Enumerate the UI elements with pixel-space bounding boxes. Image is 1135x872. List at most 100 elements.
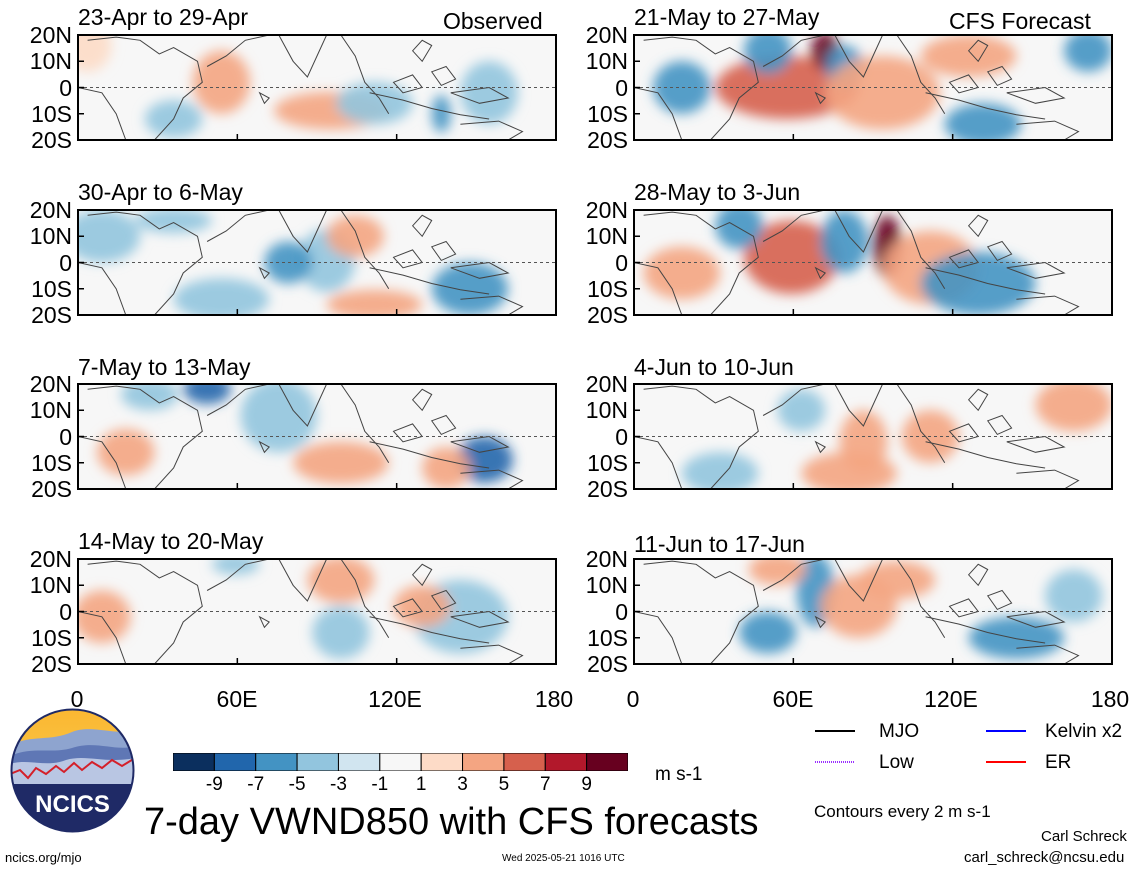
anomaly-blob	[312, 606, 370, 659]
coastline	[1006, 261, 1066, 279]
coastline	[834, 559, 884, 602]
coastline	[1006, 435, 1066, 453]
anomaly-blob	[326, 215, 384, 258]
anomaly-blob	[858, 561, 936, 599]
anomaly-blob	[293, 441, 389, 484]
lat-label: 0	[615, 598, 628, 625]
anomaly-blob	[78, 210, 141, 263]
colorbar-swatch	[503, 753, 546, 771]
lat-label: 10N	[585, 223, 628, 250]
coastline	[896, 35, 946, 115]
anomaly-blob	[1035, 384, 1112, 432]
coastline	[258, 266, 270, 280]
anomaly-blob	[920, 35, 1017, 77]
author: Carl Schreck	[1041, 828, 1127, 845]
coastline	[1006, 86, 1066, 104]
coastline	[278, 35, 328, 78]
legend-swatch-low	[815, 761, 855, 763]
wind-anomaly-field	[78, 210, 524, 315]
coastline	[206, 35, 270, 67]
panel-title-fc-2: 28-May to 3-Jun	[634, 179, 801, 205]
coastline	[1016, 644, 1080, 664]
coastline	[258, 91, 270, 105]
observed-map-4	[77, 558, 557, 665]
lat-label: 10S	[587, 449, 628, 476]
coastline	[814, 266, 826, 280]
coastline	[986, 65, 1013, 87]
lat-label: 10S	[31, 449, 72, 476]
coastline	[967, 39, 989, 63]
legend-swatch-er	[986, 761, 1026, 763]
lat-label: 20N	[29, 22, 72, 48]
lon-label-60e-left: 60E	[216, 686, 258, 712]
anomaly-blob	[748, 559, 807, 586]
units-label: m s-1	[655, 764, 703, 785]
lon-label-60e-right: 60E	[772, 686, 814, 712]
anomaly-blob	[1045, 569, 1103, 622]
panel-title-fc-3: 4-Jun to 10-Jun	[634, 354, 794, 380]
colorbar-swatch	[337, 753, 381, 771]
coastline	[1006, 610, 1066, 628]
coastline	[460, 469, 524, 489]
colorbar-swatch	[462, 753, 505, 771]
legend-swatch-mjo	[815, 730, 855, 732]
coastline	[430, 240, 457, 262]
panel-title-obs-1: 23-Apr to 29-Apr	[78, 4, 249, 30]
anomaly-blob	[653, 61, 711, 114]
colorbar-tick-label: 1	[415, 774, 427, 795]
lat-label: 10N	[585, 48, 628, 75]
legend-label-mjo: MJO	[879, 721, 920, 742]
observed-map-1	[77, 34, 557, 141]
panel-title-obs-3: 7-May to 13-May	[78, 354, 251, 380]
lat-label: 20S	[31, 302, 72, 328]
colorbar-tick-label: -5	[288, 774, 306, 795]
anomaly-blob	[777, 389, 826, 432]
colorbar-tick-label: 9	[581, 774, 592, 795]
anomaly-blob	[211, 559, 260, 575]
colorbar-tick-label: -9	[205, 774, 223, 795]
lat-label: 20N	[585, 546, 628, 572]
anomaly-blob	[681, 452, 759, 489]
coastline	[258, 440, 270, 454]
forecast-map-3	[633, 383, 1113, 490]
coastline	[460, 120, 524, 140]
coastline	[369, 441, 490, 469]
anomaly-blob	[743, 35, 792, 74]
anomaly-blob	[240, 384, 317, 453]
coastline	[369, 267, 490, 295]
coastline	[967, 214, 989, 238]
coastline	[87, 560, 203, 664]
anomaly-blob	[336, 82, 413, 125]
wind-anomaly-field	[78, 35, 524, 140]
anomaly-blob	[1064, 35, 1112, 72]
lat-label: 20N	[585, 22, 628, 48]
colorbar-tick-label: 7	[539, 774, 551, 795]
anomaly-blob	[78, 35, 112, 72]
colorbar	[173, 753, 628, 771]
coastline	[87, 211, 203, 315]
colorbar-tick-label: 3	[457, 774, 468, 795]
anomaly-blob	[944, 103, 1022, 140]
legend-label-er: ER	[1045, 752, 1072, 773]
colorbar-swatch	[544, 753, 588, 771]
coastline	[430, 65, 457, 87]
coastline	[1016, 469, 1080, 489]
coastline	[369, 92, 490, 120]
lat-label: 0	[59, 249, 72, 276]
observed-label: Observed	[443, 8, 543, 34]
lat-label: 20S	[31, 476, 72, 502]
coastline	[814, 91, 826, 105]
lon-label-120e-right: 120E	[924, 686, 978, 712]
coastline	[206, 210, 270, 242]
lat-label: 10S	[31, 275, 72, 302]
coastline	[450, 435, 510, 453]
lat-label: 10N	[29, 397, 72, 424]
lon-label-0-right: 0	[626, 686, 640, 712]
coastline	[78, 87, 127, 140]
anomaly-blob	[739, 611, 797, 654]
lat-label: 10N	[585, 572, 628, 599]
main-title: 7-day VWND850 with CFS forecasts	[144, 801, 759, 843]
coastline	[78, 262, 127, 315]
lat-label: 0	[59, 598, 72, 625]
lat-label: 20S	[587, 302, 628, 328]
